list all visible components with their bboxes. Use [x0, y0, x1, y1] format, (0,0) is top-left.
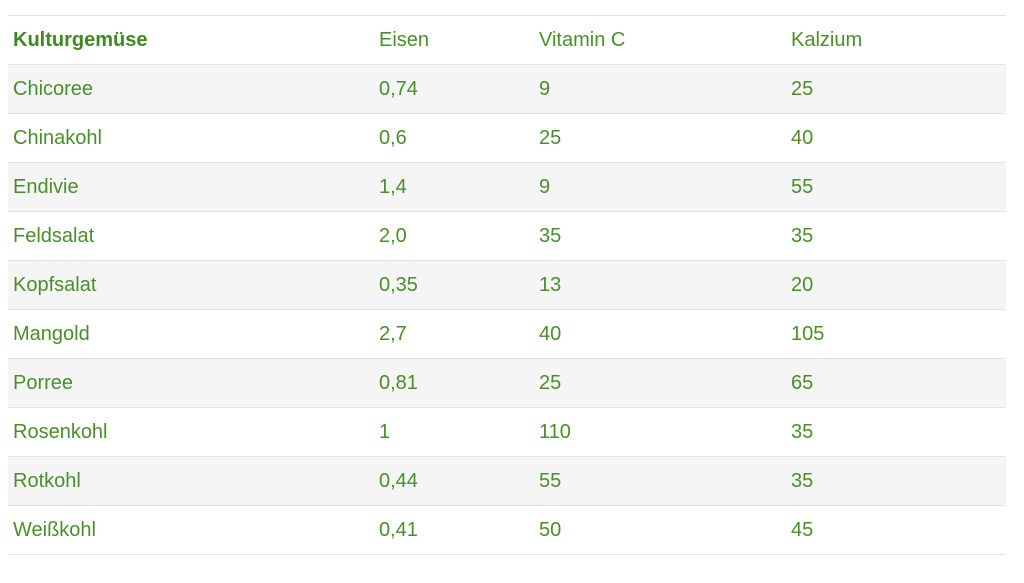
- cell-calcium: 35: [786, 211, 1006, 261]
- cell-vitamin-c: 110: [534, 407, 786, 457]
- cell-calcium: 25: [786, 64, 1006, 114]
- cell-iron: 2,7: [374, 309, 534, 359]
- cell-vegetable: Mangold: [8, 309, 374, 359]
- cell-vitamin-c: 55: [534, 456, 786, 506]
- cell-vegetable: Chinakohl: [8, 113, 374, 163]
- table-row: Porree 0,81 25 65: [8, 358, 1006, 408]
- cell-vitamin-c: 40: [534, 309, 786, 359]
- nutrient-table: Kulturgemüse Eisen Vitamin C Kalzium Chi…: [8, 15, 1006, 555]
- cell-iron: 2,0: [374, 211, 534, 261]
- cell-iron: 1,4: [374, 162, 534, 212]
- cell-vitamin-c: 50: [534, 505, 786, 555]
- cell-vegetable: Porree: [8, 358, 374, 408]
- cell-calcium: 40: [786, 113, 1006, 163]
- table-row: Feldsalat 2,0 35 35: [8, 211, 1006, 261]
- cell-vegetable: Chicoree: [8, 64, 374, 114]
- cell-vegetable: Endivie: [8, 162, 374, 212]
- header-vitamin-c: Vitamin C: [534, 15, 786, 65]
- table-row: Kopfsalat 0,35 13 20: [8, 260, 1006, 310]
- table-row: Chicoree 0,74 9 25: [8, 64, 1006, 114]
- cell-vitamin-c: 9: [534, 64, 786, 114]
- cell-vitamin-c: 9: [534, 162, 786, 212]
- header-row: Kulturgemüse Eisen Vitamin C Kalzium: [8, 15, 1006, 65]
- cell-iron: 0,35: [374, 260, 534, 310]
- cell-vegetable: Kopfsalat: [8, 260, 374, 310]
- table-row: Rosenkohl 1 110 35: [8, 407, 1006, 457]
- table-row: Weißkohl 0,41 50 45: [8, 505, 1006, 555]
- cell-iron: 0,41: [374, 505, 534, 555]
- table-row: Chinakohl 0,6 25 40: [8, 113, 1006, 163]
- cell-vegetable: Weißkohl: [8, 505, 374, 555]
- cell-calcium: 20: [786, 260, 1006, 310]
- cell-vitamin-c: 25: [534, 358, 786, 408]
- cell-vegetable: Rosenkohl: [8, 407, 374, 457]
- table-row: Mangold 2,7 40 105: [8, 309, 1006, 359]
- table-header: Kulturgemüse Eisen Vitamin C Kalzium: [8, 15, 1006, 65]
- cell-vegetable: Rotkohl: [8, 456, 374, 506]
- cell-calcium: 55: [786, 162, 1006, 212]
- nutrient-table-container: Kulturgemüse Eisen Vitamin C Kalzium Chi…: [8, 15, 1006, 555]
- header-vegetable: Kulturgemüse: [8, 15, 374, 65]
- cell-iron: 0,74: [374, 64, 534, 114]
- cell-calcium: 35: [786, 456, 1006, 506]
- cell-vitamin-c: 35: [534, 211, 786, 261]
- table-body: Chicoree 0,74 9 25 Chinakohl 0,6 25 40 E…: [8, 64, 1006, 555]
- cell-iron: 0,6: [374, 113, 534, 163]
- cell-iron: 1: [374, 407, 534, 457]
- header-calcium: Kalzium: [786, 15, 1006, 65]
- table-row: Rotkohl 0,44 55 35: [8, 456, 1006, 506]
- cell-iron: 0,81: [374, 358, 534, 408]
- cell-calcium: 45: [786, 505, 1006, 555]
- header-iron: Eisen: [374, 15, 534, 65]
- cell-iron: 0,44: [374, 456, 534, 506]
- cell-calcium: 65: [786, 358, 1006, 408]
- cell-calcium: 35: [786, 407, 1006, 457]
- table-row: Endivie 1,4 9 55: [8, 162, 1006, 212]
- cell-vitamin-c: 25: [534, 113, 786, 163]
- cell-vegetable: Feldsalat: [8, 211, 374, 261]
- cell-vitamin-c: 13: [534, 260, 786, 310]
- cell-calcium: 105: [786, 309, 1006, 359]
